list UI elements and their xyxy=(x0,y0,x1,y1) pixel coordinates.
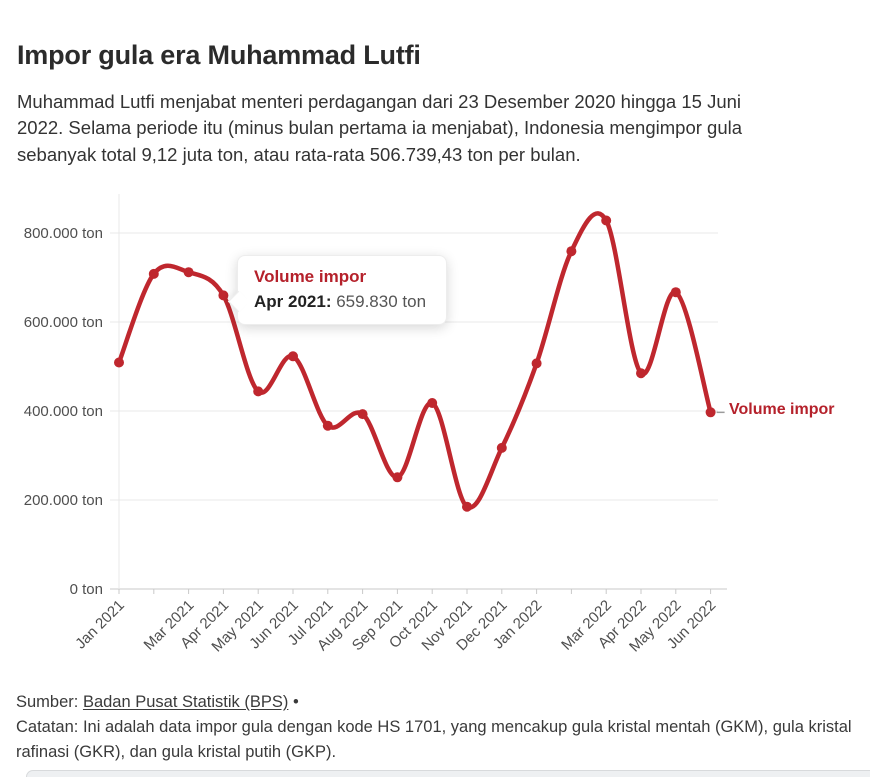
y-tick-label: 400.000 ton xyxy=(24,403,103,420)
tooltip-point-label: Apr 2021: xyxy=(254,292,332,311)
data-point[interactable] xyxy=(114,357,124,368)
tooltip-series-label: Volume impor xyxy=(254,267,367,286)
data-point[interactable] xyxy=(427,398,438,408)
data-point[interactable] xyxy=(531,358,542,369)
data-point[interactable] xyxy=(462,501,472,512)
data-point[interactable] xyxy=(601,215,612,226)
source-line: Sumber: Badan Pusat Statistik (BPS) • xyxy=(16,690,864,715)
data-point[interactable] xyxy=(288,351,298,362)
y-tick-label: 200.000 ton xyxy=(24,492,103,509)
page-title: Impor gula era Muhammad Lutfi xyxy=(17,40,421,71)
y-tick-label: 600.000 ton xyxy=(24,314,103,331)
data-point[interactable] xyxy=(636,368,646,379)
source-suffix: • xyxy=(288,693,299,711)
page-description: Muhammad Lutfi menjabat menteri perdagan… xyxy=(17,90,743,165)
data-point[interactable] xyxy=(148,268,159,279)
source-prefix: Sumber: xyxy=(16,693,83,711)
source-link[interactable]: Badan Pusat Statistik (BPS) xyxy=(82,693,289,711)
import-volume-line-chart: 0 ton 200.000 ton 400.000 ton 600.000 ton 80… xyxy=(0,180,870,662)
tooltip-value-line: Apr 2021: 659.830 ton xyxy=(254,292,432,312)
y-tick-label: 0 ton xyxy=(70,581,103,598)
data-point[interactable] xyxy=(566,246,577,257)
chart-tooltip: Volume impor Apr 2021: 659.830 ton xyxy=(227,255,447,325)
data-point[interactable] xyxy=(253,386,264,397)
chart-footer: Sumber: Badan Pusat Statistik (BPS) • Ca… xyxy=(16,690,864,764)
chart-canvas: 0 ton 200.000 ton 400.000 ton 600.000 ton 80… xyxy=(24,194,727,655)
data-point[interactable] xyxy=(218,290,229,301)
data-point[interactable] xyxy=(392,472,403,483)
data-point[interactable] xyxy=(670,287,681,298)
tooltip-value: 659.830 ton xyxy=(336,292,427,311)
series-end-label: Volume impor xyxy=(729,401,835,418)
data-point[interactable] xyxy=(322,420,333,431)
note-line: Catatan: Ini adalah data impor gula deng… xyxy=(16,717,852,761)
data-point[interactable] xyxy=(496,442,507,453)
data-point[interactable] xyxy=(357,409,368,420)
data-point[interactable] xyxy=(183,267,194,278)
bottom-panel-edge xyxy=(26,770,870,777)
x-tick-label: Jan 2021 xyxy=(72,597,128,653)
y-tick-label: 800.000 ton xyxy=(24,225,103,242)
data-point[interactable] xyxy=(705,407,716,418)
